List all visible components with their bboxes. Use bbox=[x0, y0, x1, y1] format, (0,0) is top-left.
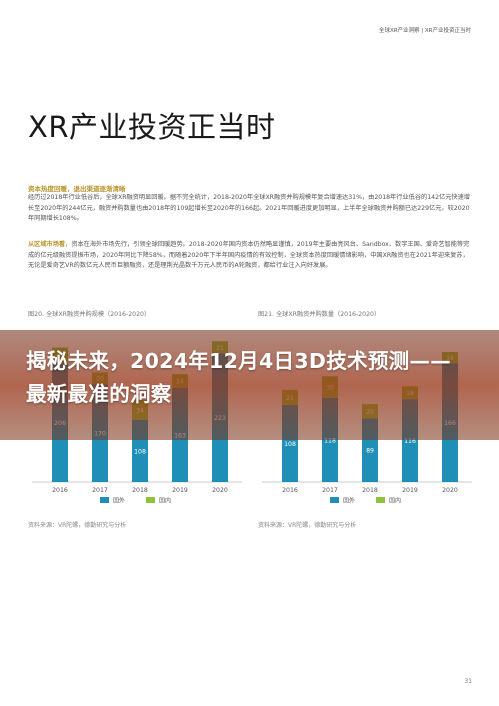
paragraph-capital: 经历过2018年行业低谷后，全球XR融资明显回暖。据不完全统计，2018-202… bbox=[28, 194, 470, 223]
legend-swatch-foreign bbox=[330, 497, 339, 503]
report-section: XR产业投资正当时 bbox=[424, 28, 471, 34]
paragraph-region: 从区域市场看，资本在海外市场先行，引领全球回暖趋势。2018-2020年国内资本… bbox=[28, 240, 472, 272]
x-tick-2016: 2016 bbox=[52, 487, 68, 494]
banner-headline: 揭秘未来，2024年12月4日3D技术预测——最新最准的洞察 bbox=[26, 349, 452, 406]
header-divider: | bbox=[421, 28, 425, 34]
figure20-title: 图20. 全球XR融资并购规模（2016-2020） bbox=[28, 311, 151, 318]
x-tick-2019: 2019 bbox=[172, 487, 188, 494]
overlay-banner bbox=[0, 330, 499, 440]
page-title: XR产业投资正当时 bbox=[28, 110, 276, 144]
legend-swatch-foreign bbox=[100, 497, 109, 503]
figure21-title: 图21. 全球XR融资并购数量（2016-2020） bbox=[258, 311, 381, 318]
bar-label-foreign-2019: 116 bbox=[404, 438, 416, 445]
bar-label-foreign-2018: 108 bbox=[134, 448, 146, 455]
report-name: 全球XR产业洞察 bbox=[378, 28, 420, 34]
x-tick-2018: 2018 bbox=[132, 487, 148, 494]
x-tick-2016: 2016 bbox=[282, 487, 298, 494]
legend-label-foreign: 国外 bbox=[343, 497, 355, 505]
figure20-source: 资料来源：VR陀螺，德勤研究与分析 bbox=[28, 522, 127, 529]
report-header: 全球XR产业洞察 | XR产业投资正当时 bbox=[379, 26, 471, 34]
legend-label-foreign: 国外 bbox=[113, 497, 125, 505]
page-number: 31 bbox=[464, 678, 472, 685]
bar-label-foreign-2018: 89 bbox=[366, 448, 374, 455]
paragraph-region-text: 资本在海外市场先行，引领全球回暖趋势。2018-2020年国内资本仍然略显谨慎，… bbox=[28, 241, 470, 270]
x-tick-2017: 2017 bbox=[322, 487, 338, 494]
figure21-source: 资料来源：VR陀螺，德勤研究与分析 bbox=[258, 522, 357, 529]
legend-swatch-domestic bbox=[376, 497, 385, 503]
x-tick-2019: 2019 bbox=[402, 487, 418, 494]
bar-label-foreign-2016: 108 bbox=[284, 441, 296, 448]
legend-label-domestic: 国内 bbox=[389, 497, 401, 505]
x-tick-2018: 2018 bbox=[362, 487, 378, 494]
x-tick-2020: 2020 bbox=[212, 487, 228, 494]
legend-label-domestic: 国内 bbox=[159, 497, 171, 505]
bar-label-foreign-2017: 118 bbox=[324, 437, 336, 444]
legend-swatch-domestic bbox=[146, 497, 155, 503]
section-heading-region: 从区域市场看， bbox=[28, 241, 72, 248]
x-tick-2017: 2017 bbox=[92, 487, 108, 494]
x-tick-2020: 2020 bbox=[442, 487, 458, 494]
section-heading-capital: 资本热度回暖，退出渠道逐渐清晰 bbox=[28, 185, 126, 193]
